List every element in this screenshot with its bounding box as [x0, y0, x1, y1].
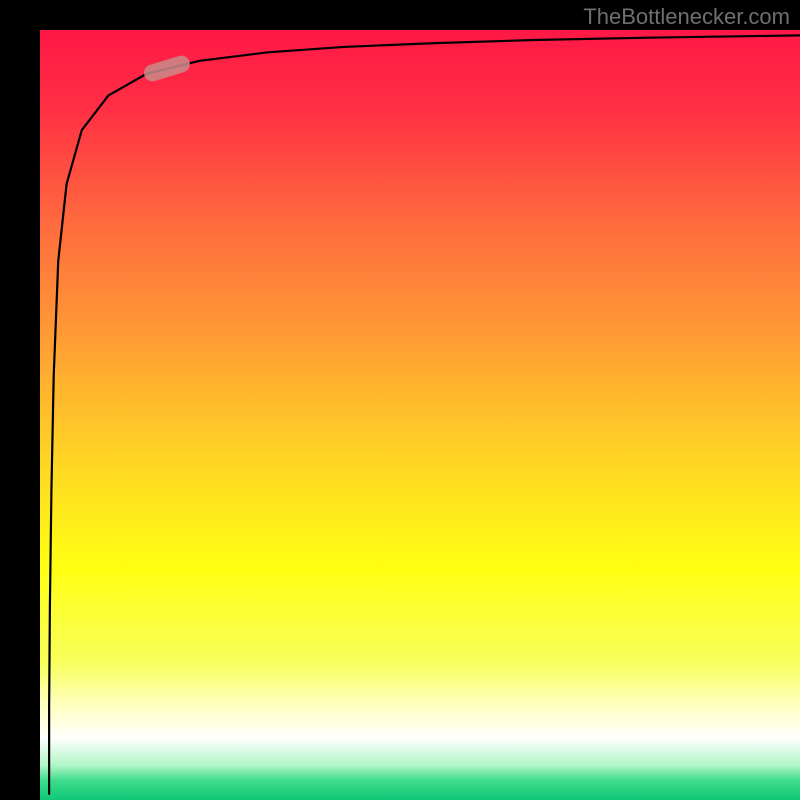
chart-frame: TheBottlenecker.com	[0, 0, 800, 800]
curve-path	[49, 35, 800, 793]
plot-area	[40, 30, 800, 800]
curve-marker-group	[142, 54, 192, 84]
watermark-text: TheBottlenecker.com	[583, 4, 790, 30]
curve-marker	[142, 54, 192, 84]
bottleneck-curve	[40, 30, 800, 800]
